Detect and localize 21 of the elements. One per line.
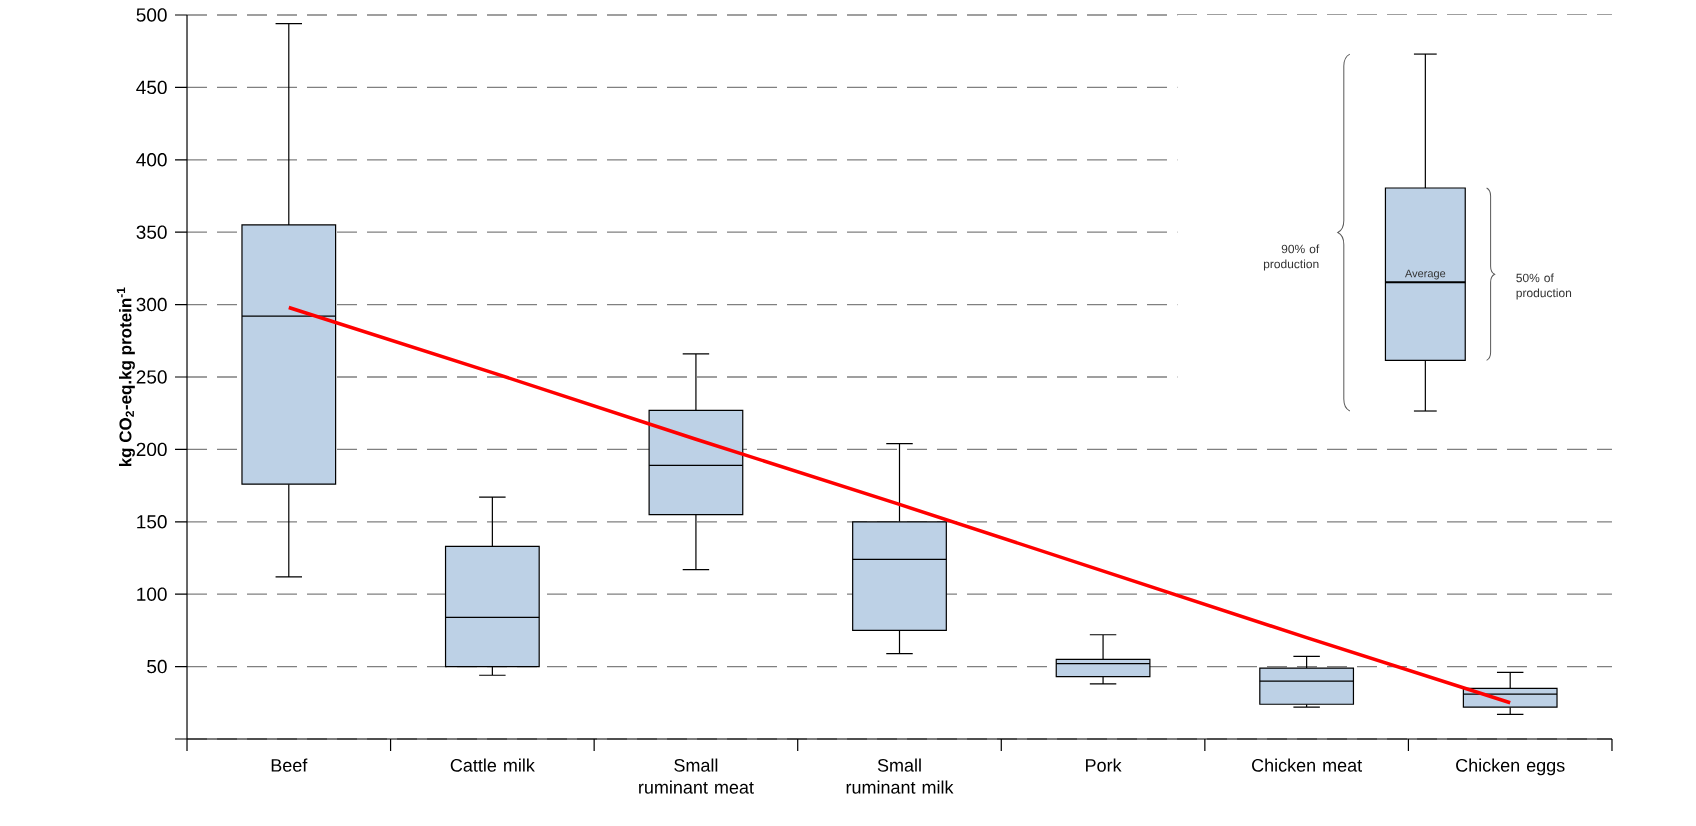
y-tick-label: 500 — [136, 8, 167, 22]
y-tick-label: 200 — [136, 442, 167, 457]
y-tick-label: 150 — [137, 515, 167, 529]
y-axis-title: kg CO$_{2}$-eq.kg protein$^{-1}$ — [116, 287, 135, 467]
annotation: 90% of production — [1263, 244, 1320, 271]
x-tick-label: Chicken eggs — [1456, 758, 1565, 776]
x-tick-label: Small ruminant milk — [846, 758, 954, 794]
y-tick-label: 300 — [136, 297, 167, 312]
y-tick-label: 400 — [136, 153, 167, 167]
y-tick-label: 350 — [136, 225, 167, 239]
y-tick-label: 100 — [137, 587, 167, 601]
annotation: Average — [1404, 269, 1446, 280]
annotation: 50% of production — [1516, 273, 1572, 300]
x-tick-label: Chicken meat — [1252, 758, 1362, 772]
x-tick-label: Beef — [271, 758, 308, 772]
x-tick-label: Pork — [1086, 758, 1122, 772]
y-tick-label: 450 — [136, 80, 167, 95]
x-tick-label: Cattle milk — [450, 758, 535, 772]
y-tick-label: 50 — [147, 659, 167, 674]
x-tick-label: Small ruminant meat — [639, 758, 754, 794]
y-tick-label: 250 — [136, 370, 167, 384]
